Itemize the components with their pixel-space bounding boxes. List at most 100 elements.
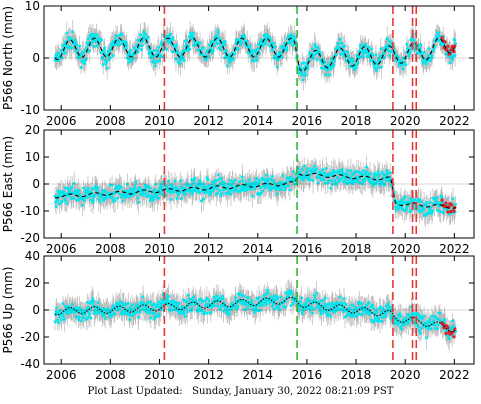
observation-point [297, 64, 301, 68]
observation-point [153, 188, 157, 192]
observation-point [160, 184, 164, 188]
observation-point [321, 298, 325, 302]
observation-point [327, 73, 331, 77]
observation-point [67, 194, 71, 198]
observation-point [277, 187, 281, 191]
observation-point [157, 45, 161, 49]
observation-point [403, 195, 407, 199]
observation-point [181, 56, 185, 60]
observation-point [278, 308, 282, 312]
observation-point [361, 169, 365, 173]
y-tick-label: 0 [32, 51, 40, 65]
observation-point [246, 295, 250, 299]
observation-point [340, 41, 344, 45]
observation-point [90, 35, 94, 39]
observation-point [358, 305, 362, 309]
observation-point [111, 196, 115, 200]
observation-point [261, 189, 265, 193]
observation-point [157, 196, 161, 200]
observation-point [319, 66, 323, 70]
observation-point [72, 181, 76, 185]
observation-point [273, 307, 277, 311]
observation-point [322, 178, 326, 182]
observation-point [142, 301, 146, 305]
observation-point [343, 177, 347, 181]
observation-point [404, 63, 408, 67]
observation-point [108, 49, 112, 53]
observation-point [240, 301, 244, 305]
observation-point [183, 49, 187, 53]
observation-point [174, 43, 178, 47]
observation-point [301, 78, 305, 82]
observation-point [371, 303, 375, 307]
observation-point [313, 296, 317, 300]
observation-point [223, 40, 227, 44]
observation-point [251, 308, 255, 312]
observation-point [180, 304, 184, 308]
observation-point [453, 38, 457, 42]
observation-point [261, 42, 265, 46]
observation-point [280, 44, 284, 48]
observation-point [301, 73, 305, 77]
observation-point [160, 40, 164, 44]
observation-point [371, 53, 375, 57]
observation-point [318, 307, 322, 311]
observation-point [60, 199, 64, 203]
observation-point [231, 181, 235, 185]
observation-point [193, 176, 197, 180]
panel-1: -10 0 10 2006 2008 2010 2012 2014 2016 2018 2020 20… [1, 0, 475, 128]
observation-point [399, 314, 403, 318]
observation-point [284, 185, 288, 189]
observation-point [313, 293, 317, 297]
observation-point [58, 308, 62, 312]
observation-point [194, 43, 198, 47]
observation-point [365, 165, 369, 169]
observation-point [56, 51, 60, 55]
observation-point [299, 71, 303, 75]
observation-point [327, 312, 331, 316]
observation-point [243, 308, 247, 312]
recent-points [440, 35, 457, 56]
observation-point [233, 305, 237, 309]
observation-point [89, 316, 93, 320]
observation-point [65, 202, 69, 206]
observation-point [54, 204, 58, 208]
observation-point [187, 184, 191, 188]
observation-point [291, 170, 295, 174]
observation-point [331, 183, 335, 187]
observation-point [273, 301, 277, 305]
observation-point [405, 42, 409, 46]
observation-point [229, 307, 233, 311]
observation-point [312, 53, 316, 57]
observation-point [323, 181, 327, 185]
observation-point [385, 172, 389, 176]
observation-point [127, 60, 131, 64]
observation-point [279, 295, 283, 299]
observation-point [438, 201, 442, 205]
y-tick-label: 10 [25, 150, 40, 164]
observation-point [75, 42, 79, 46]
observation-point [68, 306, 72, 310]
observation-point [152, 196, 156, 200]
observation-point [125, 43, 129, 47]
observation-point [210, 51, 214, 55]
observation-point [198, 305, 202, 309]
observation-point [298, 171, 302, 175]
observation-point [388, 171, 392, 175]
observation-point [437, 204, 441, 208]
observation-point [313, 164, 317, 168]
observation-point [359, 171, 363, 175]
observation-point [184, 42, 188, 46]
observation-point [141, 295, 145, 299]
observation-point [289, 304, 293, 308]
observation-point [285, 48, 289, 52]
observation-point [278, 50, 282, 54]
observation-point [64, 199, 68, 203]
observation-point [85, 300, 89, 304]
observation-point [77, 318, 81, 322]
observation-point [70, 46, 74, 50]
observation-point [128, 48, 132, 52]
observation-point [241, 179, 245, 183]
observation-point [264, 173, 268, 177]
observation-point [200, 199, 204, 203]
